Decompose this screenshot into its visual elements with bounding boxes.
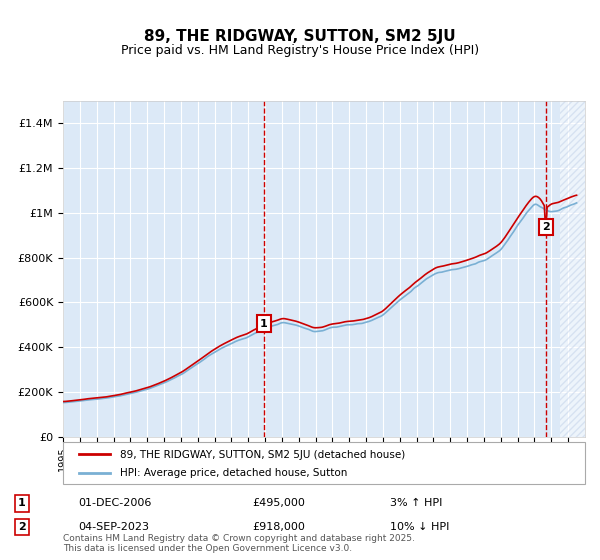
Text: 89, THE RIDGWAY, SUTTON, SM2 5JU: 89, THE RIDGWAY, SUTTON, SM2 5JU	[144, 29, 456, 44]
Text: 01-DEC-2006: 01-DEC-2006	[78, 498, 151, 508]
Text: 3% ↑ HPI: 3% ↑ HPI	[390, 498, 442, 508]
Text: HPI: Average price, detached house, Sutton: HPI: Average price, detached house, Sutt…	[121, 469, 348, 478]
Text: 2: 2	[542, 222, 550, 232]
Text: Contains HM Land Registry data © Crown copyright and database right 2025.
This d: Contains HM Land Registry data © Crown c…	[63, 534, 415, 553]
Text: 04-SEP-2023: 04-SEP-2023	[78, 522, 149, 532]
Text: 1: 1	[260, 319, 268, 329]
Text: 89, THE RIDGWAY, SUTTON, SM2 5JU (detached house): 89, THE RIDGWAY, SUTTON, SM2 5JU (detach…	[121, 450, 406, 460]
FancyBboxPatch shape	[63, 442, 585, 484]
Text: 1: 1	[18, 498, 26, 508]
Text: 10% ↓ HPI: 10% ↓ HPI	[390, 522, 449, 532]
Text: 2: 2	[18, 522, 26, 532]
Text: £495,000: £495,000	[252, 498, 305, 508]
Bar	[560, 101, 585, 437]
Text: £918,000: £918,000	[252, 522, 305, 532]
Text: Price paid vs. HM Land Registry's House Price Index (HPI): Price paid vs. HM Land Registry's House …	[121, 44, 479, 57]
